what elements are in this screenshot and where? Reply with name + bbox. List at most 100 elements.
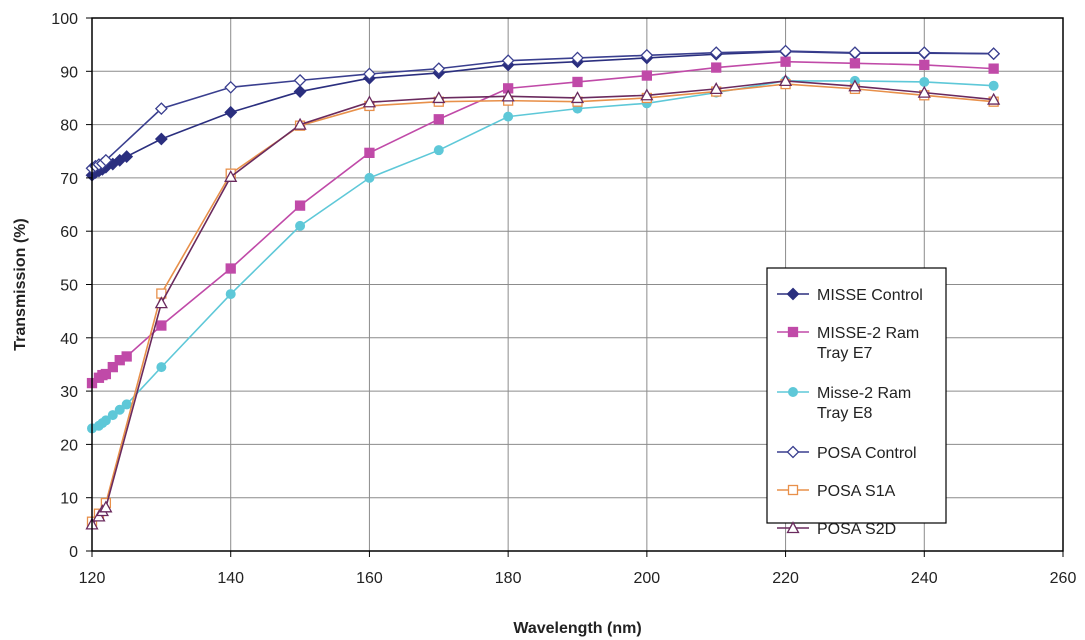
data-point — [224, 169, 238, 182]
data-point — [503, 111, 514, 122]
y-tick-label: 30 — [60, 384, 78, 401]
x-tick-label: 220 — [772, 570, 799, 587]
legend-label: MISSE-2 Ram — [817, 325, 919, 342]
x-axis-title: Wavelength (nm) — [513, 620, 641, 637]
data-point — [709, 82, 723, 95]
x-tick-label: 240 — [911, 570, 938, 587]
data-point — [988, 80, 999, 91]
data-point — [120, 150, 134, 163]
data-point — [121, 351, 132, 362]
legend-label: Tray E8 — [817, 405, 873, 422]
legend-item-2: MISSE-2 Ram Tray E7 — [777, 325, 919, 362]
y-tick-label: 10 — [60, 491, 78, 508]
data-point — [641, 70, 653, 81]
y-tick-label: 0 — [69, 544, 78, 561]
series-line — [91, 83, 994, 523]
legend-item-4: POSA Control — [777, 445, 917, 462]
data-point — [224, 80, 238, 94]
data-point — [640, 48, 654, 62]
legend-box — [766, 267, 947, 524]
data-point — [99, 500, 113, 513]
legend-marker — [786, 287, 800, 301]
y-tick-label: 100 — [51, 11, 78, 28]
data-point — [711, 62, 722, 73]
data-point — [225, 263, 236, 274]
legend-item-3: Misse-2 Ram Tray E8 — [777, 385, 911, 422]
data-point — [432, 91, 446, 104]
data-point — [987, 47, 1001, 61]
legend-marker — [786, 521, 800, 534]
series-2 — [86, 56, 999, 389]
data-point — [156, 320, 167, 331]
axis-labels: 0 10 20 30 40 50 60 70 80 90 100 120 140 160 180 200 220… — [51, 11, 1076, 587]
data-point — [501, 89, 515, 102]
data-point — [100, 415, 111, 426]
data-point — [294, 200, 306, 211]
data-point — [364, 172, 375, 183]
data-point — [156, 362, 167, 373]
data-point — [225, 289, 236, 300]
data-point — [154, 296, 168, 309]
data-point — [571, 51, 584, 65]
y-tick-label: 90 — [60, 64, 78, 81]
data-point — [848, 46, 862, 60]
data-point — [917, 85, 931, 98]
legend-marker — [786, 445, 800, 459]
legend: MISSE Control MISSE-2 Ram Tray E7 Misse-2 R… — [766, 267, 947, 538]
x-tick-label: 160 — [356, 570, 383, 587]
data-point — [572, 76, 583, 88]
x-tick-label: 120 — [79, 570, 106, 587]
y-tick-label: 50 — [60, 278, 78, 295]
data-point — [640, 88, 654, 101]
y-tick-label: 20 — [60, 437, 78, 454]
data-point — [988, 63, 999, 74]
data-point — [919, 59, 930, 71]
data-point — [778, 74, 793, 87]
data-point — [780, 56, 791, 67]
legend-item-1: MISSE Control — [777, 287, 923, 304]
data-point — [919, 76, 930, 87]
data-point — [293, 117, 307, 130]
legend-label: POSA S1A — [817, 483, 896, 500]
data-point — [987, 92, 1001, 105]
legend-marker — [787, 326, 799, 338]
data-point — [364, 147, 375, 158]
data-point — [917, 46, 931, 60]
data-point — [433, 114, 444, 125]
data-point — [501, 54, 515, 68]
y-axis-title: Transmission (%) — [12, 218, 29, 350]
data-point — [709, 46, 723, 60]
data-point — [363, 67, 376, 81]
data-point — [848, 79, 862, 92]
legend-label: MISSE Control — [817, 287, 923, 304]
data-point — [114, 404, 125, 415]
data-point — [432, 62, 446, 76]
data-point — [100, 368, 112, 380]
data-point — [224, 105, 238, 119]
legend-label: Misse-2 Ram — [817, 385, 911, 402]
data-point — [154, 132, 168, 146]
data-point — [433, 145, 444, 156]
legend-marker — [787, 484, 799, 496]
y-tick-label: 40 — [60, 331, 78, 348]
y-tick-label: 80 — [60, 118, 78, 135]
series-lines — [85, 44, 1001, 530]
legend-label: Tray E7 — [817, 345, 873, 362]
data-point — [99, 153, 113, 167]
x-tick-label: 200 — [634, 570, 661, 587]
data-point — [121, 399, 132, 410]
data-point — [107, 410, 118, 421]
x-tick-label: 140 — [217, 570, 244, 587]
y-tick-label: 60 — [60, 224, 78, 241]
legend-label: POSA S2D — [817, 521, 896, 538]
data-point — [570, 91, 585, 104]
data-point — [779, 44, 792, 58]
y-tick-label: 70 — [60, 171, 78, 188]
series-3 — [87, 75, 999, 434]
legend-item-6: POSA S2D — [777, 521, 896, 538]
data-point — [107, 361, 118, 373]
legend-marker — [788, 387, 798, 397]
series-4 — [85, 44, 1001, 175]
data-point — [293, 73, 307, 87]
